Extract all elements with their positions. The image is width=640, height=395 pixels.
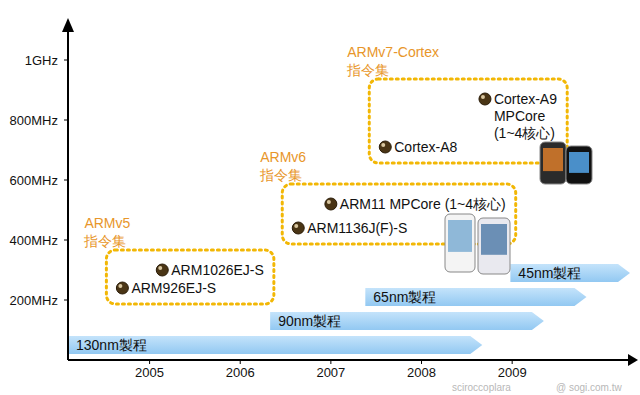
x-tick xyxy=(240,360,241,364)
point xyxy=(379,141,391,153)
point-label: ARM1026EJ-S xyxy=(171,262,264,278)
y-tick xyxy=(64,120,68,121)
process-label: 45nm製程 xyxy=(518,265,581,281)
axes: 200MHz 400MHz 600MHz 800MHz 1GHz 2005 2006 2007… xyxy=(10,18,638,380)
y-axis-arrow xyxy=(62,18,74,32)
point xyxy=(116,282,128,294)
y-tick xyxy=(64,180,68,181)
y-tick-label: 400MHz xyxy=(10,233,58,248)
y-tick-label: 800MHz xyxy=(10,113,58,128)
point-highlight xyxy=(294,224,298,228)
instruction-set-labels: ARMv5 指令集 ARMv6 指令集 ARMv7-Cortex 指令集 xyxy=(83,44,439,249)
process-arrow xyxy=(270,312,544,330)
y-tick xyxy=(64,60,68,61)
process-label: 130nm製程 xyxy=(76,337,147,353)
process-arrows xyxy=(68,264,630,354)
phone-body xyxy=(540,142,566,184)
x-tick-label: 2006 xyxy=(226,365,255,380)
point xyxy=(325,198,337,210)
point-label-line: ARM1026EJ-S xyxy=(171,262,264,278)
point-label-line: Cortex-A8 xyxy=(394,139,457,155)
y-tick-label: 600MHz xyxy=(10,173,58,188)
x-tick xyxy=(149,360,150,364)
watermark-text: sciroccoplara xyxy=(452,382,511,393)
phone-body xyxy=(445,214,475,272)
point-highlight xyxy=(381,143,385,147)
point-label: ARM926EJ-S xyxy=(131,280,216,296)
y-tick-label: 200MHz xyxy=(10,293,58,308)
instruction-set-box xyxy=(106,250,273,304)
point-highlight xyxy=(481,95,485,99)
phone-screen xyxy=(569,152,589,173)
process-arrow xyxy=(510,264,630,282)
process-labels: 130nm製程 90nm製程 65nm製程 45nm製程 xyxy=(76,265,581,353)
instruction-set-label: 指令集 xyxy=(346,62,389,78)
instruction-set-label: ARMv6 xyxy=(260,149,306,165)
point-label: Cortex-A8 xyxy=(394,139,457,155)
phone-body xyxy=(566,146,592,184)
instruction-set-label: ARMv5 xyxy=(84,215,130,231)
process-label: 90nm製程 xyxy=(278,313,341,329)
y-tick xyxy=(64,300,68,301)
instruction-set-label: 指令集 xyxy=(83,233,126,249)
point xyxy=(156,264,168,276)
point-label: ARM11 MPCore (1~4核心) xyxy=(340,196,506,212)
y-tick-label: 1GHz xyxy=(25,53,58,68)
process-label: 65nm製程 xyxy=(373,289,436,305)
chart: 130nm製程 90nm製程 65nm製程 45nm製程 ARM926EJ-S ARM10… xyxy=(0,0,640,395)
x-tick-label: 2007 xyxy=(316,365,345,380)
point-label-line: ARM11 MPCore (1~4核心) xyxy=(340,196,506,212)
x-axis-arrow xyxy=(628,354,638,366)
process-arrow xyxy=(365,288,586,306)
point-label-line: ARM926EJ-S xyxy=(131,280,216,296)
y-axis xyxy=(67,30,69,360)
point-label-line: ARM1136J(F)-S xyxy=(307,220,407,236)
watermark-text: @ sogi.com.tw xyxy=(556,382,623,393)
instruction-set-boxes xyxy=(106,79,567,304)
x-axis xyxy=(68,359,630,361)
phone-body xyxy=(478,218,510,274)
y-tick xyxy=(64,240,68,241)
instruction-set-label: 指令集 xyxy=(259,167,302,183)
instruction-set-box xyxy=(369,79,567,163)
phone-screen xyxy=(481,224,507,255)
point-highlight xyxy=(118,284,122,288)
point-labels: ARM926EJ-S ARM1026EJ-S ARM1136J(F)-S ARM11 … xyxy=(131,91,557,296)
x-tick-label: 2008 xyxy=(407,365,436,380)
point-label: Cortex-A9MPCore(1~4核心) xyxy=(494,91,557,141)
points xyxy=(116,93,491,294)
point-label-line: MPCore xyxy=(494,108,546,124)
x-tick xyxy=(421,360,422,364)
point-label: ARM1136J(F)-S xyxy=(307,220,407,236)
x-tick xyxy=(512,360,513,364)
point-highlight xyxy=(158,266,162,270)
watermark: sciroccoplara @ sogi.com.tw xyxy=(452,382,623,393)
phone-screen xyxy=(543,148,563,171)
process-arrow xyxy=(68,336,482,354)
instruction-set-label: ARMv7-Cortex xyxy=(347,44,439,60)
x-tick-label: 2009 xyxy=(498,365,527,380)
point xyxy=(292,222,304,234)
phone-screen xyxy=(448,220,472,252)
point-highlight xyxy=(327,200,331,204)
point-label-line: (1~4核心) xyxy=(494,125,555,141)
x-tick-label: 2005 xyxy=(135,365,164,380)
x-tick xyxy=(330,360,331,364)
point xyxy=(479,93,491,105)
point-label-line: Cortex-A9 xyxy=(494,91,557,107)
